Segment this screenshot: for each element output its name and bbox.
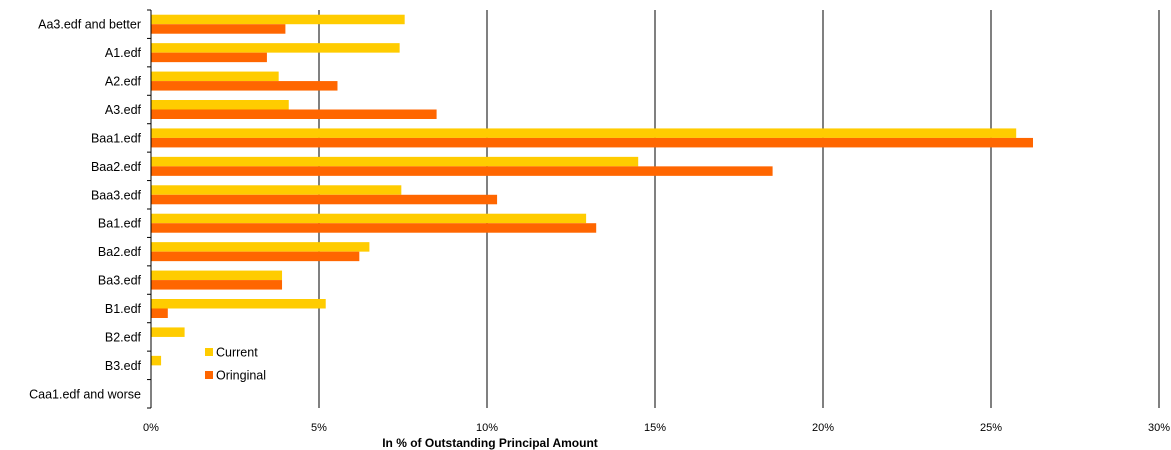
bar-original-3 [151,109,437,119]
x-tick-label: 5% [311,422,327,434]
legend-swatch-original [205,371,213,379]
grid-lines [318,10,1160,408]
x-tick-label: 10% [476,422,498,434]
bar-current-4 [151,128,1017,138]
bar-current-9 [151,270,283,281]
bar-original-10 [151,308,168,318]
x-tick-label: 0% [143,422,159,434]
bar-current-10 [151,299,326,309]
category-label: A1.edf [105,46,142,60]
category-label: Baa1.edf [91,131,142,145]
bars [151,14,1033,366]
legend-swatch-current [205,348,213,356]
category-label: Baa3.edf [91,188,142,202]
axes [147,9,152,409]
bar-current-5 [151,156,639,167]
category-labels: Aa3.edf and better A1.edf A2.edf A3.edf Baa1… [29,18,141,402]
legend-label-original: Oringinal [216,369,266,383]
bar-original-7 [151,223,597,233]
legend-label-current: Current [216,346,258,360]
legend: Current Oringinal [205,346,266,383]
bar-original-2 [151,81,338,91]
x-tick-label: 30% [1148,422,1170,434]
bar-current-1 [151,43,400,53]
x-axis-title: In % of Outstanding Principal Amount [382,436,598,450]
bar-current-8 [151,242,370,252]
category-label: B3.edf [105,359,142,373]
x-tick-label: 20% [812,422,834,434]
bar-current-6 [151,185,402,195]
category-label: B1.edf [105,302,142,316]
bar-current-2 [151,71,279,82]
category-label: Ba1.edf [98,217,142,231]
category-label: B2.edf [105,330,142,344]
x-tick-labels: 0% 5% 10% 15% 20% 25% 30% [143,422,1170,434]
bar-original-6 [151,194,498,205]
bar-current-7 [151,213,587,224]
category-label: A3.edf [105,103,142,117]
bar-current-12 [151,355,162,366]
bar-original-8 [151,251,360,262]
category-label: A2.edf [105,75,142,89]
bar-current-3 [151,100,289,110]
category-label: Ba3.edf [98,274,142,288]
bar-current-11 [151,327,185,337]
category-label: Ba2.edf [98,245,142,259]
x-tick-label: 15% [644,422,666,434]
x-tick-label: 25% [980,422,1002,434]
bar-original-5 [151,166,773,176]
bar-current-0 [151,14,405,25]
bar-original-4 [151,137,1033,148]
bar-original-1 [151,52,267,63]
category-label: Baa2.edf [91,160,142,174]
category-label: Caa1.edf and worse [29,387,141,401]
bar-original-9 [151,280,283,290]
category-label: Aa3.edf and better [38,18,141,32]
bar-original-0 [151,24,286,34]
